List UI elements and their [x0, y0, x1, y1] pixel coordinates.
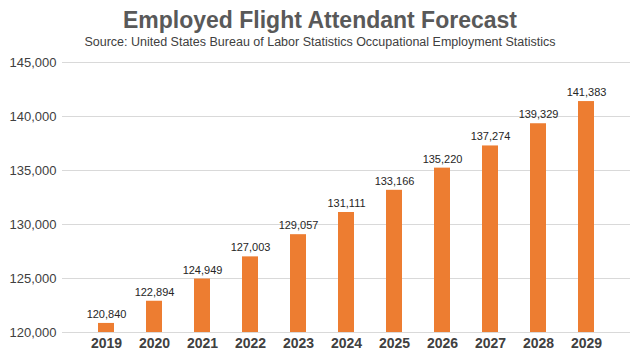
svg-text:131,111: 131,111: [327, 197, 365, 209]
svg-text:2022: 2022: [235, 335, 266, 351]
svg-text:130,000: 130,000: [10, 217, 57, 232]
svg-text:145,000: 145,000: [10, 55, 57, 70]
svg-text:2028: 2028: [523, 335, 554, 351]
svg-text:2025: 2025: [379, 335, 410, 351]
svg-text:140,000: 140,000: [10, 109, 57, 124]
svg-text:2020: 2020: [139, 335, 170, 351]
svg-text:2027: 2027: [475, 335, 506, 351]
svg-text:141,383: 141,383: [567, 86, 607, 98]
svg-text:127,003: 127,003: [231, 241, 271, 253]
svg-text:124,949: 124,949: [183, 264, 223, 276]
svg-text:2024: 2024: [331, 335, 362, 351]
svg-text:2021: 2021: [187, 335, 218, 351]
svg-text:137,274: 137,274: [471, 130, 511, 142]
svg-text:122,894: 122,894: [135, 286, 175, 298]
svg-text:2023: 2023: [283, 335, 314, 351]
svg-text:2026: 2026: [427, 335, 458, 351]
svg-text:120,000: 120,000: [10, 325, 57, 340]
svg-text:120,840: 120,840: [87, 308, 127, 320]
svg-text:2029: 2029: [571, 335, 602, 351]
svg-text:139,329: 139,329: [519, 108, 559, 120]
html-text:Employed Flight Attendant Fore: Employed Flight Attendant Forecast: [123, 7, 517, 33]
html-text:Source: United States Bureau o: Source: United States Bureau of Labor St…: [84, 35, 556, 49]
svg-text:133,166: 133,166: [375, 175, 415, 187]
svg-text:135,000: 135,000: [10, 163, 57, 178]
svg-text:2019: 2019: [91, 335, 122, 351]
svg-text:135,220: 135,220: [423, 153, 463, 165]
svg-text:125,000: 125,000: [10, 271, 57, 286]
svg-text:129,057: 129,057: [279, 219, 319, 231]
